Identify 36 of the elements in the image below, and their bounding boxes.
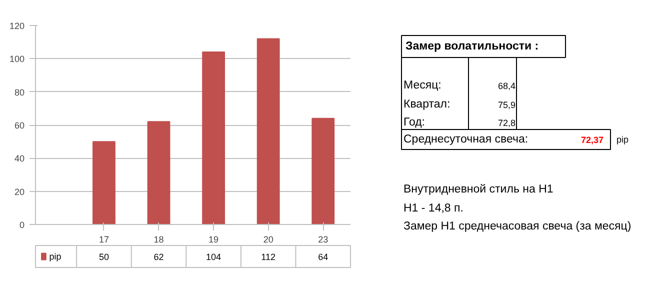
y-tick-label: 40 xyxy=(14,154,25,164)
text: Месяц: xyxy=(404,80,442,92)
y-tick-label: 120 xyxy=(9,21,25,31)
x-tick-label: 18 xyxy=(154,234,164,244)
x-tick-label: 20 xyxy=(263,234,274,244)
text: 68,4 xyxy=(498,81,516,91)
y-tick-label: 0 xyxy=(19,220,25,230)
data-label: 104 xyxy=(206,252,222,262)
data-label: 50 xyxy=(98,252,109,262)
text: 72,37 xyxy=(580,135,604,145)
bar xyxy=(256,38,280,224)
bar xyxy=(202,52,225,224)
text: Внутридневной стиль на H1 xyxy=(404,184,554,196)
x-tick-label: 17 xyxy=(98,234,109,244)
text: Среднесуточная свеча: xyxy=(404,134,528,146)
bar xyxy=(92,141,116,224)
y-tick-label: 20 xyxy=(14,186,25,197)
text: Замер H1 среднечасовая свеча (за месяц) xyxy=(404,220,632,232)
data-label: 64 xyxy=(318,252,328,262)
text: Год: xyxy=(404,116,426,128)
bar xyxy=(312,118,335,224)
x-tick-label: 19 xyxy=(208,234,219,244)
text: 72,8 xyxy=(498,118,516,128)
y-tick-label: 80 xyxy=(14,87,25,98)
text: pip xyxy=(616,134,629,144)
text: Замер волатильности : xyxy=(406,40,539,52)
text: 75,9 xyxy=(498,100,516,110)
text: H1 - 14,8 п. xyxy=(404,202,464,214)
text: Квартал: xyxy=(404,98,450,110)
y-tick-label: 60 xyxy=(14,120,25,130)
legend-label: pip xyxy=(49,252,62,262)
data-label: 62 xyxy=(154,252,164,262)
data-label: 112 xyxy=(261,252,276,262)
y-tick-label: 100 xyxy=(9,54,25,64)
bar xyxy=(147,121,170,224)
x-tick-label: 23 xyxy=(318,234,328,244)
